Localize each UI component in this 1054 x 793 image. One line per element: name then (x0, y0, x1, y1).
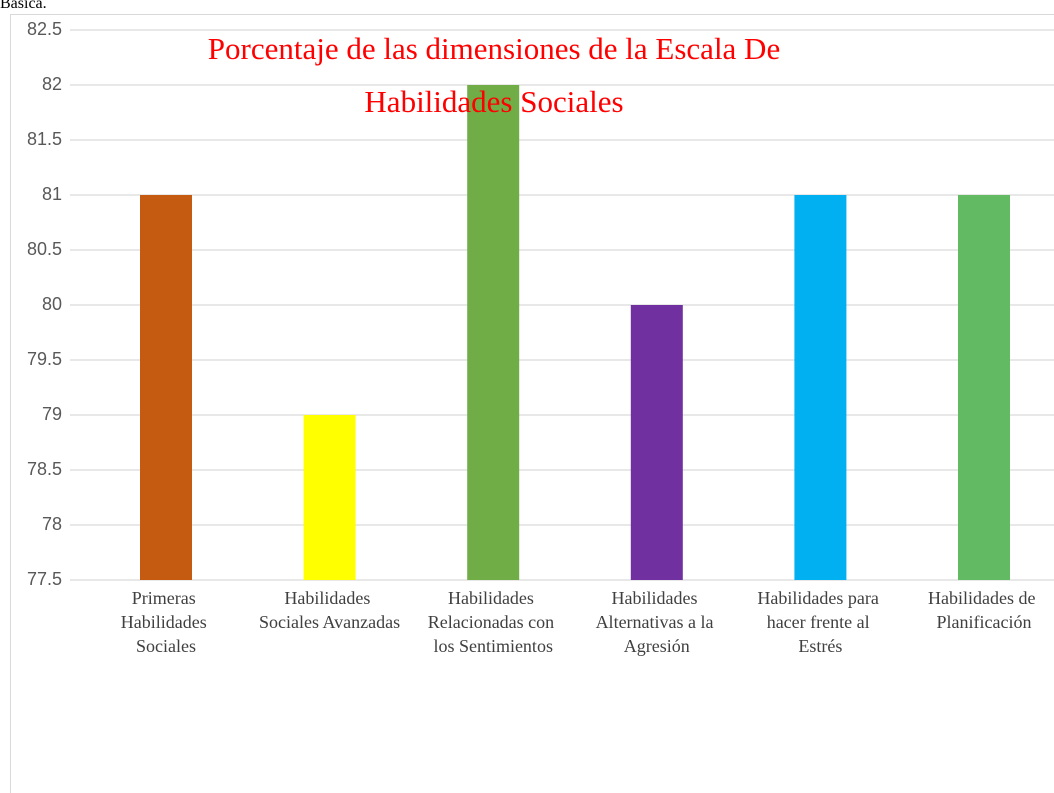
y-tick-label: 79.5 (27, 349, 62, 369)
y-tick-label: 78.5 (27, 459, 62, 479)
x-tick-label: Habilidades Sociales Avanzadas (259, 588, 400, 632)
y-tick-label: 82 (42, 74, 62, 94)
y-tick-label: 80 (42, 294, 62, 314)
x-tick-label: Habilidades de Planificación (928, 588, 1040, 632)
bar (303, 415, 356, 580)
y-tick-label: 81.5 (27, 129, 62, 149)
y-tick-label: 80.5 (27, 239, 62, 259)
page-text: Básica. (0, 0, 47, 12)
bar (140, 195, 192, 580)
x-tick-label: Habilidades Relacionadas con los Sentimi… (428, 588, 559, 656)
y-tick-label: 81 (42, 184, 62, 204)
x-tick-label: Habilidades para hacer frente al Estrés (757, 588, 883, 656)
bars (140, 85, 1010, 580)
y-tick-label: 82.5 (27, 19, 62, 39)
bar (630, 305, 683, 580)
bar (958, 195, 1010, 580)
y-tick-label: 77.5 (27, 569, 62, 589)
y-tick-label: 79 (42, 404, 62, 424)
x-tick-label: Primeras Habilidades Sociales (121, 588, 211, 656)
chart-title: Porcentaje de las dimensiones de la Esca… (208, 31, 780, 66)
bar (467, 85, 520, 580)
chart-title: Habilidades Sociales (364, 84, 623, 119)
y-tick-label: 78 (42, 514, 62, 534)
x-tick-label: Habilidades Alternativas a la Agresión (596, 588, 718, 656)
grid (70, 29, 1054, 581)
bar (794, 195, 847, 580)
